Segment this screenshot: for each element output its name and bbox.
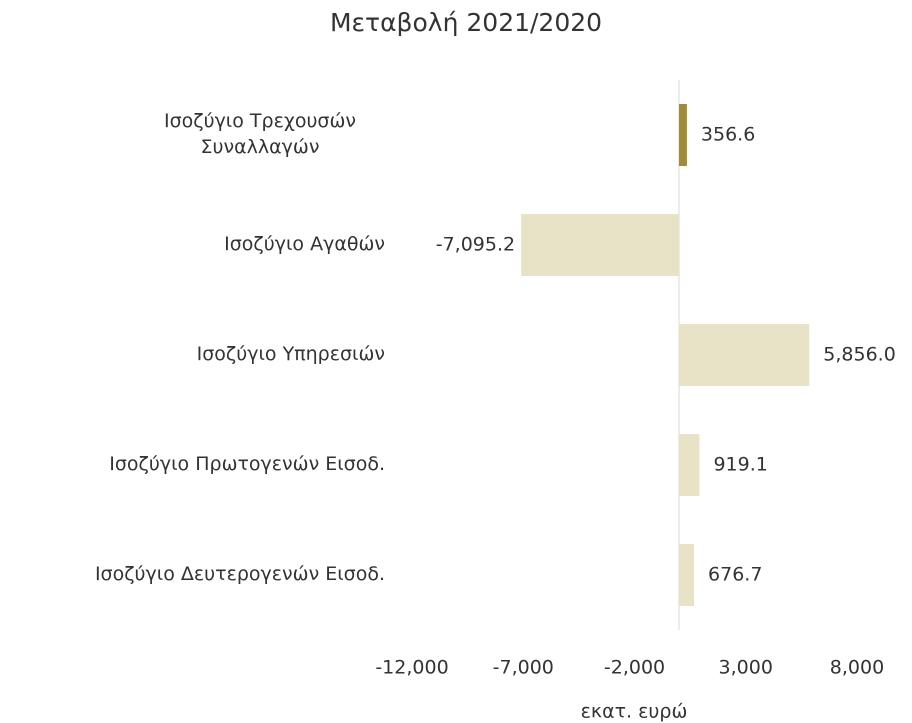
y-tick-label: Ισοζύγιο Τρεχουσών Συναλλαγών (163, 110, 357, 158)
y-tick-label: Ισοζύγιο Δευτερογενών Εισοδ. (94, 563, 385, 586)
x-tick-label: -2,000 (604, 657, 665, 679)
value-label: 676.7 (708, 564, 762, 586)
y-tick-label: Ισοζύγιο Αγαθών (224, 233, 385, 256)
x-tick-label: 3,000 (719, 657, 773, 679)
y-tick-label: Ισοζύγιο Πρωτογενών Εισοδ. (109, 453, 385, 476)
value-label: -7,095.2 (436, 234, 515, 256)
y-tick-label: Ισοζύγιο Υπηρεσιών (196, 343, 385, 366)
x-tick-label: 8,000 (830, 657, 884, 679)
x-tick-label: -7,000 (493, 657, 554, 679)
x-axis-label: εκατ. ευρώ (581, 701, 688, 723)
x-tick-label: -12,000 (375, 657, 448, 679)
value-label: 5,856.0 (823, 344, 896, 366)
bar (679, 104, 687, 166)
bar (679, 324, 810, 386)
value-label: 356.6 (701, 124, 755, 146)
bar (521, 214, 679, 276)
value-label: 919.1 (713, 454, 767, 476)
bar (679, 434, 700, 496)
bar (679, 544, 695, 606)
chart-title: Μεταβολή 2021/2020 (330, 8, 602, 37)
